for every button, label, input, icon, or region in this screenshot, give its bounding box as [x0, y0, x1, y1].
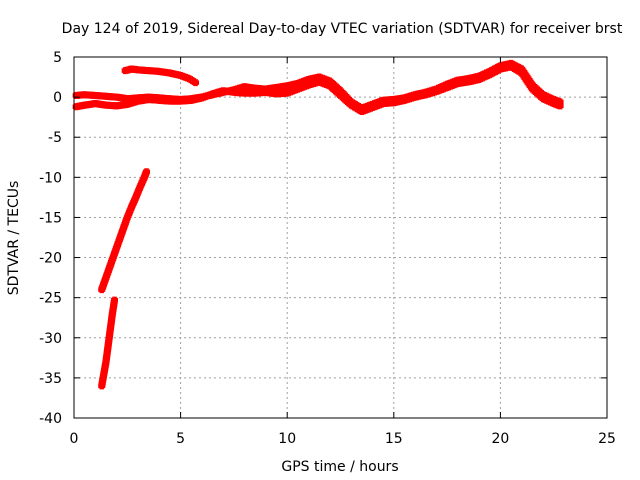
y-tick-label: -35 [39, 371, 62, 387]
x-tick-label: 0 [70, 431, 79, 447]
y-axis-label: SDTVAR / TECUs [6, 181, 22, 296]
y-tick-label: -5 [48, 130, 62, 146]
y-tick-label: -40 [39, 411, 62, 427]
x-tick-label: 15 [385, 431, 403, 447]
y-tick-label: 5 [53, 50, 62, 66]
data-point [556, 102, 564, 110]
grid [74, 57, 607, 418]
plot-frame [73, 56, 608, 419]
chart-title: Day 124 of 2019, Sidereal Day-to-day VTE… [62, 21, 623, 37]
y-tick-label: -25 [39, 291, 62, 307]
axes: 0 5 10 15 20 25 5 0 -5 -10 -15 -20 -25 -30 -35 -40 [39, 50, 616, 447]
series-descent-upper [98, 168, 150, 294]
x-tick-label: 10 [278, 431, 296, 447]
data-point [192, 79, 200, 87]
x-axis-label: GPS time / hours [281, 459, 398, 475]
series-main-bottom [72, 63, 564, 116]
y-tick-label: -15 [39, 210, 62, 226]
data-point [111, 296, 119, 304]
plot-area [72, 59, 564, 390]
y-tick-label: -30 [39, 331, 62, 347]
series-descent-lower [98, 296, 119, 390]
x-tick-label: 5 [176, 431, 185, 447]
y-tick-label: -10 [39, 170, 62, 186]
y-tick-label: 0 [53, 90, 62, 106]
y-tick-label: -20 [39, 251, 62, 267]
data-point [142, 168, 150, 176]
x-tick-label: 25 [598, 431, 616, 447]
x-tick-label: 20 [491, 431, 509, 447]
series-upper-short [121, 65, 200, 87]
